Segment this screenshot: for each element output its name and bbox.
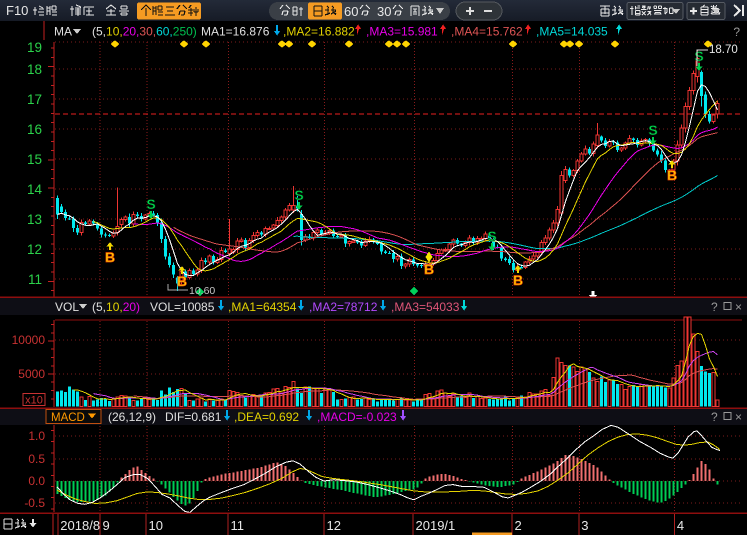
svg-text:MACD: MACD xyxy=(51,412,85,424)
svg-text:B: B xyxy=(667,167,677,183)
svg-text:S: S xyxy=(146,196,155,212)
svg-text:13: 13 xyxy=(27,212,42,227)
svg-text:S: S xyxy=(694,48,703,64)
svg-text:1.0: 1.0 xyxy=(28,429,45,443)
svg-text:,MA4=15.762: ,MA4=15.762 xyxy=(451,25,523,39)
svg-text:F10: F10 xyxy=(6,3,28,18)
svg-text:0.0: 0.0 xyxy=(28,474,45,488)
svg-text:,MA3=15.981: ,MA3=15.981 xyxy=(366,25,438,39)
svg-text:×: × xyxy=(735,410,742,424)
svg-text:B: B xyxy=(424,261,434,277)
svg-text:2019/1: 2019/1 xyxy=(416,518,456,533)
svg-text:,MA2=78712: ,MA2=78712 xyxy=(309,300,378,314)
svg-text:10000: 10000 xyxy=(12,333,46,347)
svg-text:B: B xyxy=(513,272,523,288)
svg-text:S: S xyxy=(487,228,496,244)
svg-text:B: B xyxy=(177,273,187,289)
svg-text:2018/8: 2018/8 xyxy=(60,518,100,533)
svg-text:9: 9 xyxy=(103,518,110,533)
svg-text:DIF=0.681: DIF=0.681 xyxy=(165,410,222,424)
svg-text:(5,10,20): (5,10,20) xyxy=(92,300,140,314)
svg-text:10.60: 10.60 xyxy=(189,285,215,297)
svg-text:VOL=10085: VOL=10085 xyxy=(150,300,215,314)
svg-text:3: 3 xyxy=(581,518,588,533)
svg-text:2: 2 xyxy=(515,518,522,533)
svg-text:,MA2=16.882: ,MA2=16.882 xyxy=(283,25,355,39)
svg-text:0.5: 0.5 xyxy=(28,452,45,466)
svg-text:60: 60 xyxy=(344,4,358,19)
svg-text:-0.5: -0.5 xyxy=(24,496,45,510)
svg-text:,MA3=54033: ,MA3=54033 xyxy=(391,300,460,314)
svg-text:12: 12 xyxy=(27,242,42,257)
svg-text:4: 4 xyxy=(677,518,684,533)
svg-text:12: 12 xyxy=(327,518,341,533)
svg-text:10: 10 xyxy=(149,518,163,533)
svg-text:×: × xyxy=(735,300,742,314)
svg-text:17: 17 xyxy=(27,92,42,107)
svg-text:11: 11 xyxy=(28,272,42,287)
svg-text:,MA1=64354: ,MA1=64354 xyxy=(228,300,297,314)
svg-text:VOL: VOL xyxy=(55,300,79,314)
svg-text:16: 16 xyxy=(27,122,42,137)
svg-text:B: B xyxy=(105,249,115,265)
svg-text:x10: x10 xyxy=(25,395,43,407)
svg-text:?: ? xyxy=(711,300,718,314)
svg-text:5000: 5000 xyxy=(18,367,45,381)
svg-text:MA: MA xyxy=(54,25,72,39)
svg-text:30: 30 xyxy=(377,4,391,19)
svg-text:18.70: 18.70 xyxy=(709,44,738,56)
svg-text:?: ? xyxy=(733,25,740,39)
svg-text:S: S xyxy=(294,187,303,203)
svg-text:19: 19 xyxy=(27,40,42,55)
svg-text:,MACD=-0.023: ,MACD=-0.023 xyxy=(317,410,397,424)
svg-text:15: 15 xyxy=(27,152,42,167)
svg-text:S: S xyxy=(648,122,657,138)
svg-text:14: 14 xyxy=(27,182,43,197)
svg-text:?: ? xyxy=(711,410,718,424)
svg-text:,DEA=0.692: ,DEA=0.692 xyxy=(234,410,299,424)
svg-text:MA1=16.876: MA1=16.876 xyxy=(201,25,270,39)
svg-text:,MA5=14.035: ,MA5=14.035 xyxy=(536,25,608,39)
svg-text:18: 18 xyxy=(27,62,42,77)
svg-text:(5,10,20,30,60,250): (5,10,20,30,60,250) xyxy=(92,25,197,39)
svg-text:11: 11 xyxy=(231,518,245,533)
svg-text:(26,12,9): (26,12,9) xyxy=(108,410,156,424)
